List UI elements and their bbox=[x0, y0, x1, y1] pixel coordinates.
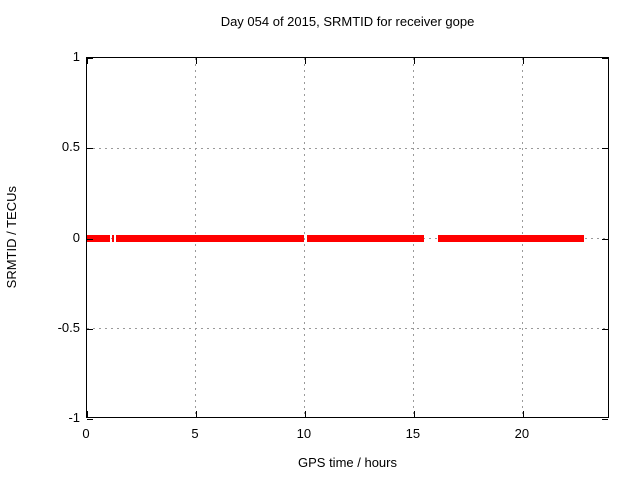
data-segment bbox=[116, 235, 304, 242]
y-tick-right bbox=[602, 419, 608, 420]
x-tick-bottom bbox=[87, 411, 88, 417]
y-tick-label: -0.5 bbox=[57, 319, 80, 335]
x-tick-top bbox=[522, 58, 524, 64]
y-gridline bbox=[87, 328, 608, 330]
x-tick-label: 10 bbox=[296, 426, 312, 441]
y-tick-label: 1 bbox=[72, 49, 80, 64]
data-segment bbox=[112, 235, 115, 242]
chart-title: Day 054 of 2015, SRMTID for receiver gop… bbox=[220, 14, 475, 29]
y-tick-left bbox=[87, 238, 93, 240]
x-tick-top bbox=[87, 58, 88, 64]
x-tick-bottom bbox=[413, 411, 415, 417]
y-tick-right bbox=[602, 58, 608, 59]
x-tick-label: 15 bbox=[405, 426, 421, 441]
y-axis-label: SRMTID / TECUs bbox=[4, 186, 19, 289]
x-tick-label: 5 bbox=[191, 426, 199, 441]
y-tick-right bbox=[602, 328, 608, 330]
plot-area bbox=[86, 57, 609, 420]
series-layer bbox=[87, 58, 608, 417]
x-gridline bbox=[304, 58, 306, 417]
x-axis-label: GPS time / hours bbox=[298, 455, 397, 470]
x-tick-bottom bbox=[304, 411, 306, 417]
x-tick-top bbox=[413, 58, 415, 64]
y-gridline bbox=[87, 147, 608, 149]
x-tick-top bbox=[304, 58, 306, 64]
y-tick-left bbox=[87, 148, 93, 150]
x-tick-bottom bbox=[195, 411, 197, 417]
y-tick-left bbox=[87, 419, 93, 420]
x-tick-label: 0 bbox=[82, 426, 90, 441]
y-tick-left bbox=[87, 328, 93, 330]
y-axis-label-wrap: SRMTID / TECUs bbox=[4, 57, 19, 418]
x-tick-label: 20 bbox=[514, 426, 530, 441]
y-tick-label: 0 bbox=[72, 229, 80, 245]
data-segment bbox=[437, 235, 584, 242]
y-tick-label: 0.5 bbox=[61, 139, 80, 155]
y-tick-right bbox=[602, 238, 608, 240]
y-tick-label: -1 bbox=[68, 410, 80, 425]
x-tick-top bbox=[195, 58, 197, 64]
data-segment bbox=[307, 235, 424, 242]
data-segment bbox=[87, 235, 110, 242]
x-tick-bottom bbox=[522, 411, 524, 417]
tick-layer bbox=[87, 58, 608, 420]
y-tick-right bbox=[602, 148, 608, 150]
y-tick-left bbox=[87, 58, 93, 59]
